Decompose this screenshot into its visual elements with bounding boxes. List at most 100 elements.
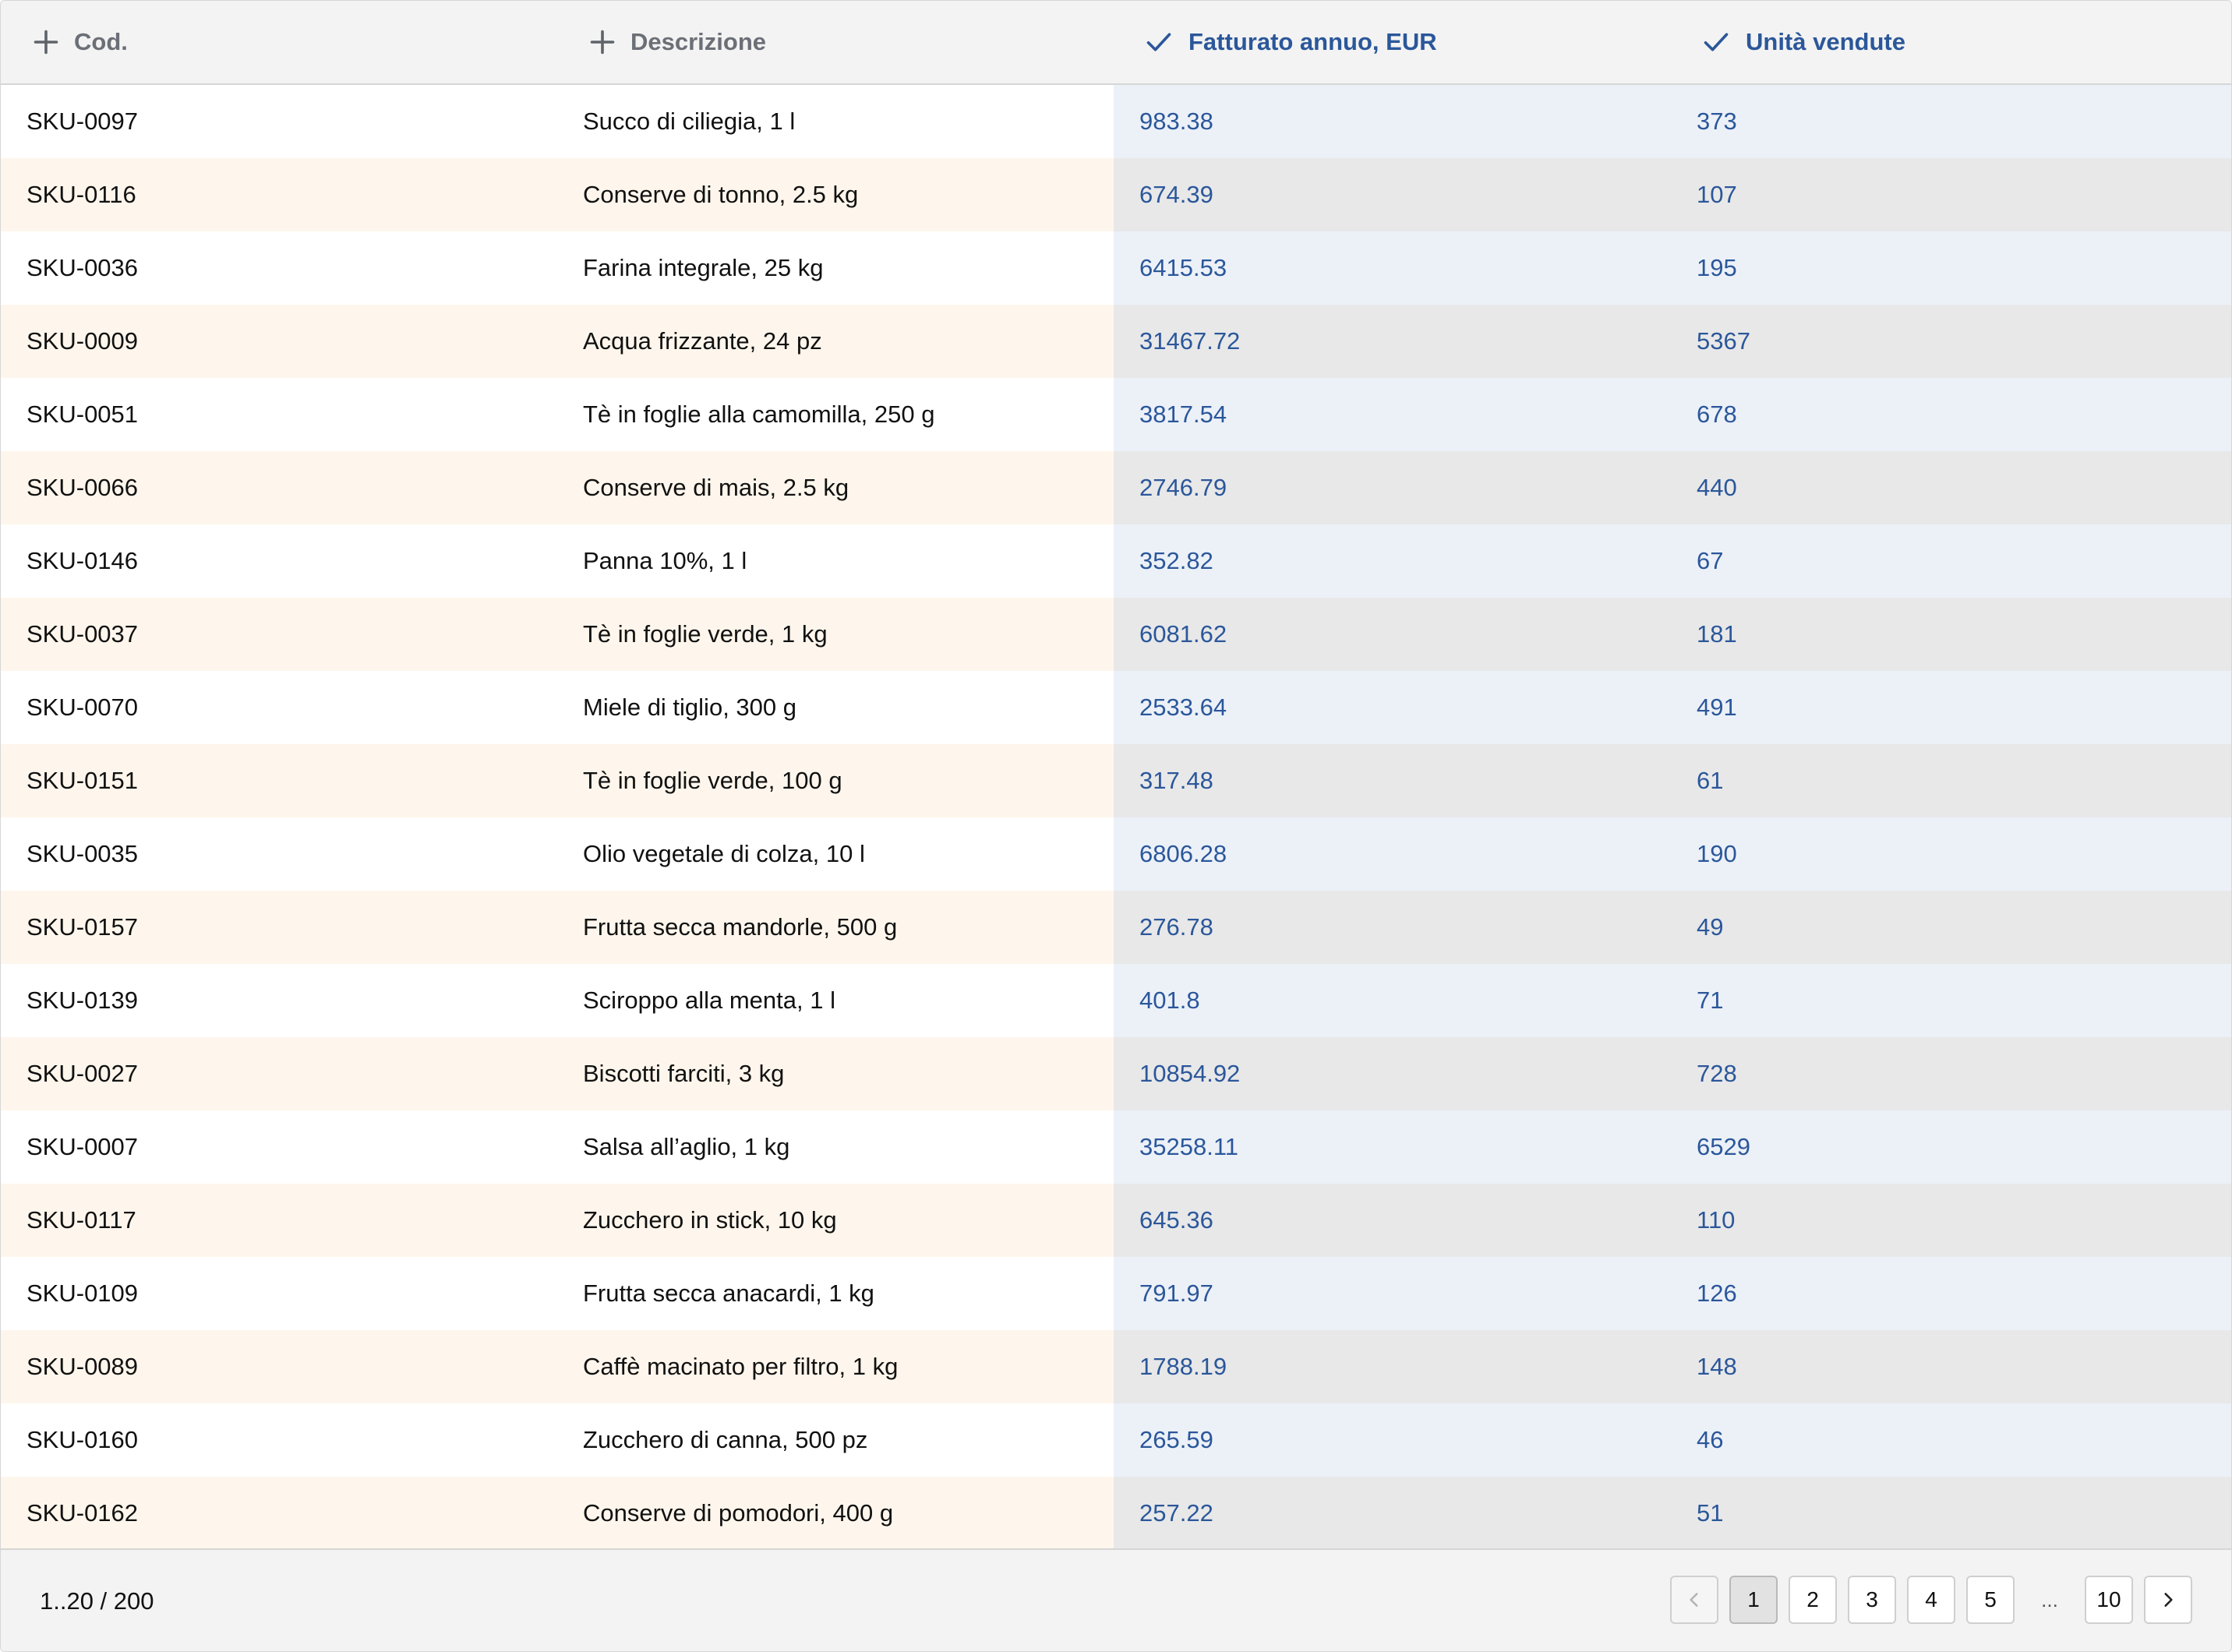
cell-code: SKU-0007: [1, 1110, 557, 1184]
cell-code: SKU-0146: [1, 524, 557, 598]
table-row[interactable]: SKU-0066 Conserve di mais, 2.5 kg 2746.79 4…: [1, 451, 2231, 524]
table-row[interactable]: SKU-0035 Olio vegetale di colza, 10 l 6806…: [1, 817, 2231, 891]
cell-code: SKU-0117: [1, 1184, 557, 1257]
table-row[interactable]: SKU-0109 Frutta secca anacardi, 1 kg 791.9…: [1, 1257, 2231, 1330]
column-header-label: Descrizione: [630, 28, 767, 55]
cell-revenue: 2746.79: [1114, 451, 1671, 524]
column-header-label: Fatturato annuo, EUR: [1188, 28, 1437, 55]
cell-code: SKU-0009: [1, 305, 557, 378]
cell-code: SKU-0089: [1, 1330, 557, 1403]
cell-units: 126: [1671, 1257, 2231, 1330]
cell-units: 195: [1671, 231, 2231, 305]
cell-description: Salsa all’aglio, 1 kg: [557, 1110, 1114, 1184]
table-row[interactable]: SKU-0037 Tè in foglie verde, 1 kg 6081.62 1…: [1, 598, 2231, 671]
column-header-units[interactable]: Unità vendute: [1700, 1, 1905, 83]
grid-body: SKU-0097 Succo di ciliegia, 1 l 983.38 373 S…: [1, 85, 2231, 1550]
cell-revenue: 6806.28: [1114, 817, 1671, 891]
cell-units: 49: [1671, 891, 2231, 964]
cell-units: 71: [1671, 964, 2231, 1037]
table-row[interactable]: SKU-0051 Tè in foglie alla camomilla, 250…: [1, 378, 2231, 451]
cell-description: Sciroppo alla menta, 1 l: [557, 964, 1114, 1037]
cell-code: SKU-0036: [1, 231, 557, 305]
cell-code: SKU-0157: [1, 891, 557, 964]
page-button-2[interactable]: 2: [1789, 1576, 1837, 1624]
page-button-5[interactable]: 5: [1966, 1576, 2015, 1624]
cell-units: 181: [1671, 598, 2231, 671]
cell-code: SKU-0116: [1, 158, 557, 231]
cell-code: SKU-0109: [1, 1257, 557, 1330]
cell-description: Tè in foglie verde, 1 kg: [557, 598, 1114, 671]
table-row[interactable]: SKU-0009 Acqua frizzante, 24 pz 31467.72 53…: [1, 305, 2231, 378]
table-row[interactable]: SKU-0151 Tè in foglie verde, 100 g 317.48 6…: [1, 744, 2231, 817]
cell-revenue: 35258.11: [1114, 1110, 1671, 1184]
cell-code: SKU-0035: [1, 817, 557, 891]
cell-revenue: 3817.54: [1114, 378, 1671, 451]
cell-units: 491: [1671, 671, 2231, 744]
table-row[interactable]: SKU-0089 Caffè macinato per filtro, 1 kg 1…: [1, 1330, 2231, 1403]
table-row[interactable]: SKU-0162 Conserve di pomodori, 400 g 257.2…: [1, 1477, 2231, 1550]
cell-revenue: 10854.92: [1114, 1037, 1671, 1110]
cell-code: SKU-0162: [1, 1477, 557, 1550]
table-row[interactable]: SKU-0027 Biscotti farciti, 3 kg 10854.92 72…: [1, 1037, 2231, 1110]
pagination: 1 2 3 4 5 ... 10: [1659, 1575, 2192, 1625]
table-row[interactable]: SKU-0036 Farina integrale, 25 kg 6415.53 19…: [1, 231, 2231, 305]
prev-page-button[interactable]: [1670, 1576, 1718, 1624]
pagination-ellipsis: ...: [2041, 1587, 2058, 1611]
cell-units: 678: [1671, 378, 2231, 451]
cell-units: 110: [1671, 1184, 2231, 1257]
cell-revenue: 983.38: [1114, 85, 1671, 158]
table-row[interactable]: SKU-0146 Panna 10%, 1 l 352.82 67: [1, 524, 2231, 598]
cell-description: Tè in foglie alla camomilla, 250 g: [557, 378, 1114, 451]
column-header-code[interactable]: Cod.: [32, 1, 128, 83]
cell-units: 148: [1671, 1330, 2231, 1403]
cell-description: Frutta secca mandorle, 500 g: [557, 891, 1114, 964]
table-row[interactable]: SKU-0070 Miele di tiglio, 300 g 2533.64 491: [1, 671, 2231, 744]
chevron-left-icon: [1690, 1593, 1698, 1607]
chevron-right-icon: [2164, 1593, 2173, 1607]
table-row[interactable]: SKU-0157 Frutta secca mandorle, 500 g 276.…: [1, 891, 2231, 964]
grid-footer: 1..20 / 200 1 2 3 4 5 ... 10: [1, 1548, 2231, 1651]
cell-units: 46: [1671, 1403, 2231, 1477]
next-page-button[interactable]: [2144, 1576, 2192, 1624]
table-row[interactable]: SKU-0007 Salsa all’aglio, 1 kg 35258.11 652…: [1, 1110, 2231, 1184]
table-row[interactable]: SKU-0097 Succo di ciliegia, 1 l 983.38 373: [1, 85, 2231, 158]
column-header-label: Unità vendute: [1746, 28, 1905, 55]
page-button-last[interactable]: 10: [2085, 1576, 2133, 1624]
page-button-1[interactable]: 1: [1729, 1576, 1778, 1624]
cell-description: Acqua frizzante, 24 pz: [557, 305, 1114, 378]
cell-description: Conserve di pomodori, 400 g: [557, 1477, 1114, 1550]
cell-code: SKU-0160: [1, 1403, 557, 1477]
cell-description: Frutta secca anacardi, 1 kg: [557, 1257, 1114, 1330]
cell-revenue: 31467.72: [1114, 305, 1671, 378]
cell-description: Caffè macinato per filtro, 1 kg: [557, 1330, 1114, 1403]
cell-revenue: 265.59: [1114, 1403, 1671, 1477]
table-row[interactable]: SKU-0160 Zucchero di canna, 500 pz 265.59 4…: [1, 1403, 2231, 1477]
plus-icon: [34, 30, 58, 55]
table-row[interactable]: SKU-0117 Zucchero in stick, 10 kg 645.36 11…: [1, 1184, 2231, 1257]
cell-revenue: 791.97: [1114, 1257, 1671, 1330]
table-row[interactable]: SKU-0116 Conserve di tonno, 2.5 kg 674.39 1…: [1, 158, 2231, 231]
cell-units: 728: [1671, 1037, 2231, 1110]
table-row[interactable]: SKU-0139 Sciroppo alla menta, 1 l 401.8 71: [1, 964, 2231, 1037]
plus-icon: [590, 30, 615, 55]
column-header-description[interactable]: Descrizione: [588, 1, 766, 83]
check-icon: [1704, 33, 1729, 51]
page-button-3[interactable]: 3: [1848, 1576, 1896, 1624]
cell-units: 440: [1671, 451, 2231, 524]
cell-units: 51: [1671, 1477, 2231, 1550]
cell-revenue: 645.36: [1114, 1184, 1671, 1257]
cell-revenue: 1788.19: [1114, 1330, 1671, 1403]
cell-description: Zucchero in stick, 10 kg: [557, 1184, 1114, 1257]
cell-code: SKU-0097: [1, 85, 557, 158]
cell-revenue: 6081.62: [1114, 598, 1671, 671]
cell-description: Tè in foglie verde, 100 g: [557, 744, 1114, 817]
cell-revenue: 2533.64: [1114, 671, 1671, 744]
cell-description: Olio vegetale di colza, 10 l: [557, 817, 1114, 891]
page-button-4[interactable]: 4: [1907, 1576, 1955, 1624]
cell-revenue: 317.48: [1114, 744, 1671, 817]
column-header-label: Cod.: [74, 28, 128, 55]
cell-units: 6529: [1671, 1110, 2231, 1184]
cell-units: 67: [1671, 524, 2231, 598]
cell-description: Biscotti farciti, 3 kg: [557, 1037, 1114, 1110]
column-header-revenue[interactable]: Fatturato annuo, EUR: [1143, 1, 1437, 83]
